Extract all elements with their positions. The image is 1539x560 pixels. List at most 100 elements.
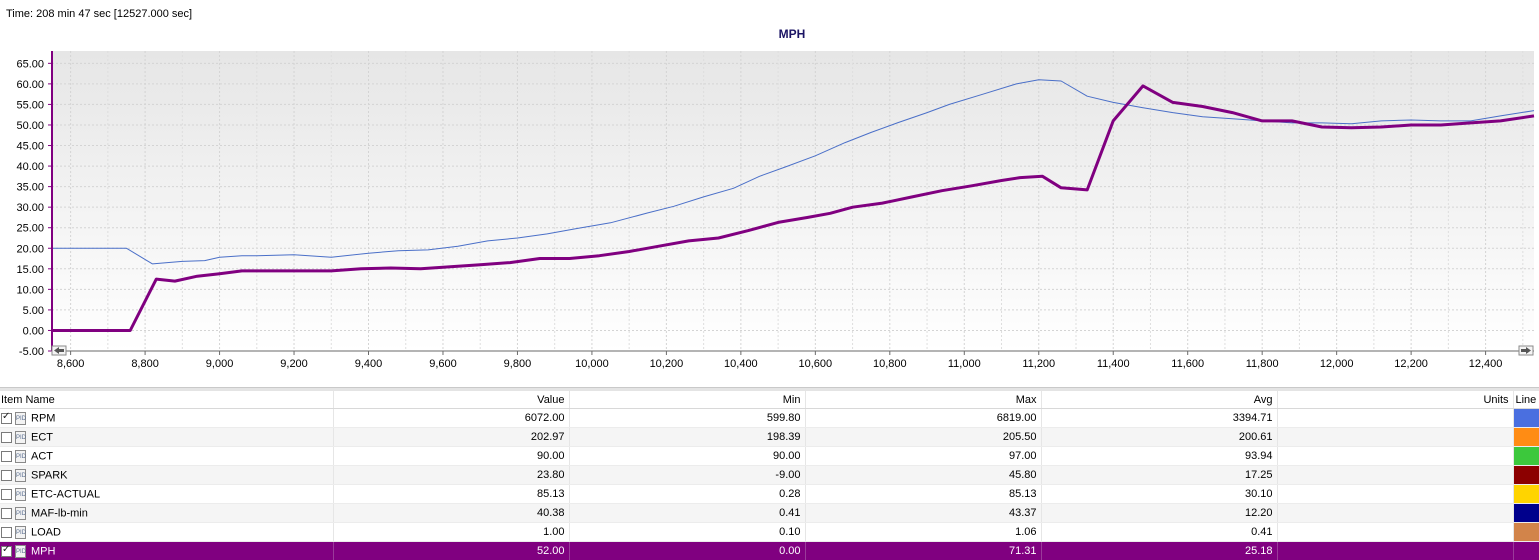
max-cell: 45.80 (805, 465, 1042, 485)
row-checkbox[interactable] (1, 526, 12, 538)
line-color-cell[interactable] (1513, 427, 1539, 447)
line-color-swatch[interactable] (1513, 447, 1538, 465)
line-color-swatch[interactable] (1513, 504, 1538, 522)
pid-file-icon: PID (15, 430, 26, 444)
series-line-mph (52, 84, 1535, 332)
pid-file-icon: PID (15, 449, 26, 463)
col-header-max[interactable]: Max (805, 391, 1042, 409)
value-cell: 85.13 (333, 484, 570, 504)
max-cell: 85.13 (805, 484, 1042, 504)
line-color-cell[interactable] (1513, 484, 1539, 504)
value-cell: 6072.00 (333, 408, 570, 428)
col-header-avg[interactable]: Avg (1041, 391, 1278, 409)
avg-cell: 25.18 (1041, 541, 1278, 560)
row-checkbox[interactable] (1, 544, 12, 557)
col-header-value[interactable]: Value (333, 391, 570, 409)
item-name-cell: PID ECT (0, 427, 334, 447)
avg-cell: 30.10 (1041, 484, 1278, 504)
table-row[interactable]: PID ETC-ACTUAL 85.13 0.28 85.13 30.10 (0, 484, 1539, 504)
item-name: LOAD (31, 526, 61, 538)
row-checkbox[interactable] (1, 431, 12, 443)
line-color-swatch[interactable] (1513, 485, 1538, 503)
line-color-cell[interactable] (1513, 522, 1539, 542)
table-row[interactable]: PID LOAD 1.00 0.10 1.06 0.41 (0, 522, 1539, 542)
value-cell: 1.00 (333, 522, 570, 542)
line-color-swatch[interactable] (1513, 523, 1538, 541)
pid-file-icon: PID (15, 468, 26, 482)
min-cell: 198.39 (569, 427, 806, 447)
y-tick-label: 40.00 (16, 161, 44, 173)
chart-panel: 65.00 60.00 55.00 50.00 45.00 40.00 35.00 30.00… (6, 8, 1535, 370)
y-tick-label: 15.00 (16, 264, 44, 276)
x-tick-label: 10,600 (799, 358, 833, 370)
y-tick-label: 20.00 (16, 243, 44, 255)
x-tick-label: 10,400 (724, 358, 758, 370)
y-tick-label: 45.00 (16, 141, 44, 153)
col-header-item-name[interactable]: Item Name (0, 391, 334, 409)
item-name-cell: PID SPARK (0, 465, 334, 485)
line-color-cell[interactable] (1513, 446, 1539, 466)
line-color-cell[interactable] (1513, 465, 1539, 485)
panel-splitter[interactable] (0, 387, 1539, 391)
y-tick-label: 65.00 (16, 58, 44, 70)
chart-title: MPH (779, 27, 806, 41)
line-color-cell[interactable] (1513, 503, 1539, 523)
value-cell: 90.00 (333, 446, 570, 466)
line-color-cell[interactable] (1513, 408, 1539, 428)
value-cell: 23.80 (333, 465, 570, 485)
pid-file-icon: PID (15, 525, 26, 539)
units-cell (1277, 484, 1514, 504)
max-cell: 1.06 (805, 522, 1042, 542)
avg-cell: 93.94 (1041, 446, 1278, 466)
x-tick-label: 9,600 (429, 358, 457, 370)
row-checkbox[interactable] (1, 507, 12, 519)
pid-file-icon: PID (15, 506, 26, 520)
plot-area (52, 51, 1534, 351)
value-cell: 52.00 (333, 541, 570, 560)
x-tick-label: 12,200 (1394, 358, 1428, 370)
line-color-cell[interactable] (1513, 541, 1539, 560)
units-cell (1277, 408, 1514, 428)
col-header-units[interactable]: Units (1277, 391, 1514, 409)
item-name: ACT (31, 450, 53, 462)
table-row[interactable]: PID ACT 90.00 90.00 97.00 93.94 (0, 446, 1539, 466)
x-tick-label: 11,600 (1171, 358, 1204, 370)
col-header-line[interactable]: Line (1513, 391, 1539, 409)
table-row[interactable]: PID SPARK 23.80 -9.00 45.80 17.25 (0, 465, 1539, 485)
line-color-swatch[interactable] (1513, 428, 1538, 446)
row-checkbox[interactable] (1, 469, 12, 481)
min-cell: 0.10 (569, 522, 806, 542)
item-name: MPH (31, 545, 56, 557)
max-cell: 97.00 (805, 446, 1042, 466)
row-checkbox[interactable] (1, 411, 12, 424)
avg-cell: 17.25 (1041, 465, 1278, 485)
y-tick-label: 30.00 (16, 202, 44, 214)
item-name-cell: PID MAF-lb-min (0, 503, 334, 523)
x-tick-label: 8,800 (131, 358, 159, 370)
avg-cell: 3394.71 (1041, 408, 1278, 428)
line-color-swatch[interactable] (1513, 466, 1538, 484)
row-checkbox[interactable] (1, 450, 12, 462)
avg-cell: 12.20 (1041, 503, 1278, 523)
x-tick-label: 11,200 (1022, 358, 1055, 370)
min-cell: 90.00 (569, 446, 806, 466)
x-tick-label: 11,400 (1097, 358, 1130, 370)
row-checkbox[interactable] (1, 488, 12, 500)
min-cell: -9.00 (569, 465, 806, 485)
units-cell (1277, 446, 1514, 466)
grid-header: Item Name Value Min Max Avg Units Line (0, 391, 1539, 409)
table-row[interactable]: PID ECT 202.97 198.39 205.50 200.61 (0, 427, 1539, 447)
line-color-swatch[interactable] (1513, 542, 1538, 560)
col-header-min[interactable]: Min (569, 391, 806, 409)
table-row[interactable]: PID MAF-lb-min 40.38 0.41 43.37 12.20 (0, 503, 1539, 523)
x-tick-label: 12,400 (1469, 358, 1503, 370)
x-tick-label: 9,800 (504, 358, 532, 370)
value-cell: 40.38 (333, 503, 570, 523)
min-cell: 599.80 (569, 408, 806, 428)
max-cell: 43.37 (805, 503, 1042, 523)
arrow-left-icon-glyph (54, 347, 64, 354)
y-tick-label: 0.00 (23, 325, 44, 337)
line-color-swatch[interactable] (1513, 409, 1538, 427)
